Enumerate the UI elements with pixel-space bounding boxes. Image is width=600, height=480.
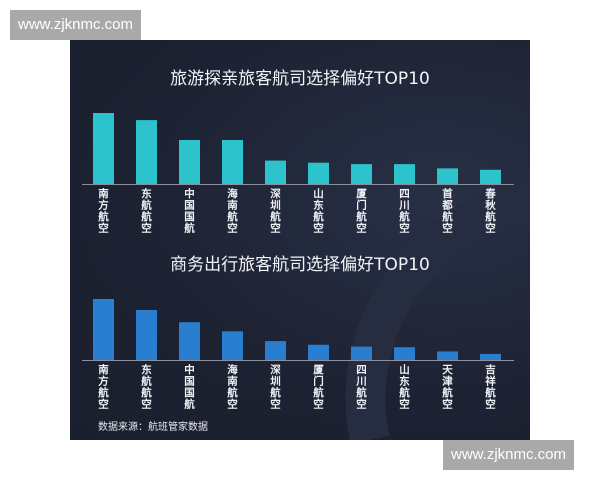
bar-山东航空 <box>308 162 329 184</box>
category-label: 春秋航空 <box>485 187 496 235</box>
bar-厦门航空 <box>308 344 329 360</box>
category-label: 四川航空 <box>355 364 367 411</box>
bar-中国国航 <box>179 322 200 360</box>
category-label: 中国国航 <box>184 363 195 411</box>
background-arc <box>345 181 530 440</box>
bar-天津航空 <box>437 351 458 360</box>
source-note: 数据来源：航班管家数据 <box>98 422 208 433</box>
bar-南方航空 <box>93 113 114 184</box>
bar-山东航空 <box>394 347 415 360</box>
category-label: 首都航空 <box>441 187 453 235</box>
chart-panel: 旅游探亲旅客航司选择偏好TOP10 南方航空 东航航空 中国国航 海南航空 深圳航空 山东航… <box>70 40 530 440</box>
category-label: 南方航空 <box>98 187 109 235</box>
category-label: 中国国航 <box>184 187 195 235</box>
chart-title: 商务出行旅客航司选择偏好TOP10 <box>170 255 430 275</box>
bar-深圳航空 <box>265 341 286 360</box>
bar-吉祥航空 <box>480 353 501 360</box>
category-label: 深圳航空 <box>270 363 281 411</box>
category-label: 山东航空 <box>399 363 410 411</box>
category-label: 东航航空 <box>141 363 152 411</box>
bar-东航航空 <box>136 120 157 184</box>
bar-四川航空 <box>394 164 415 184</box>
charts-svg: 旅游探亲旅客航司选择偏好TOP10南方航空东航航空中国国航海南航空深圳航空山东航… <box>82 69 530 440</box>
bar-春秋航空 <box>480 169 501 184</box>
bar-中国国航 <box>179 139 200 184</box>
bar-南方航空 <box>93 299 114 360</box>
category-label: 山东航空 <box>313 187 324 235</box>
watermark-top: www.zjknmc.com <box>10 10 142 40</box>
category-label: 天津航空 <box>442 364 453 411</box>
category-label: 海南航空 <box>227 363 238 411</box>
category-label: 深圳航空 <box>270 187 281 235</box>
category-label: 厦门航空 <box>313 364 324 411</box>
bar-海南航空 <box>222 331 243 360</box>
category-label: 吉祥航空 <box>485 363 496 411</box>
category-label: 东航航空 <box>141 187 152 235</box>
bar-深圳航空 <box>265 160 286 184</box>
bar-厦门航空 <box>351 164 372 184</box>
bar-海南航空 <box>222 139 243 184</box>
bar-四川航空 <box>351 346 372 360</box>
category-label: 南方航空 <box>98 363 109 411</box>
bar-东航航空 <box>136 309 157 360</box>
category-label: 厦门航空 <box>356 188 367 235</box>
chart-title: 旅游探亲旅客航司选择偏好TOP10 <box>170 69 430 89</box>
category-label: 四川航空 <box>398 188 410 235</box>
category-label: 海南航空 <box>227 187 238 235</box>
bar-首都航空 <box>437 168 458 184</box>
watermark-bottom: www.zjknmc.com <box>443 440 575 470</box>
